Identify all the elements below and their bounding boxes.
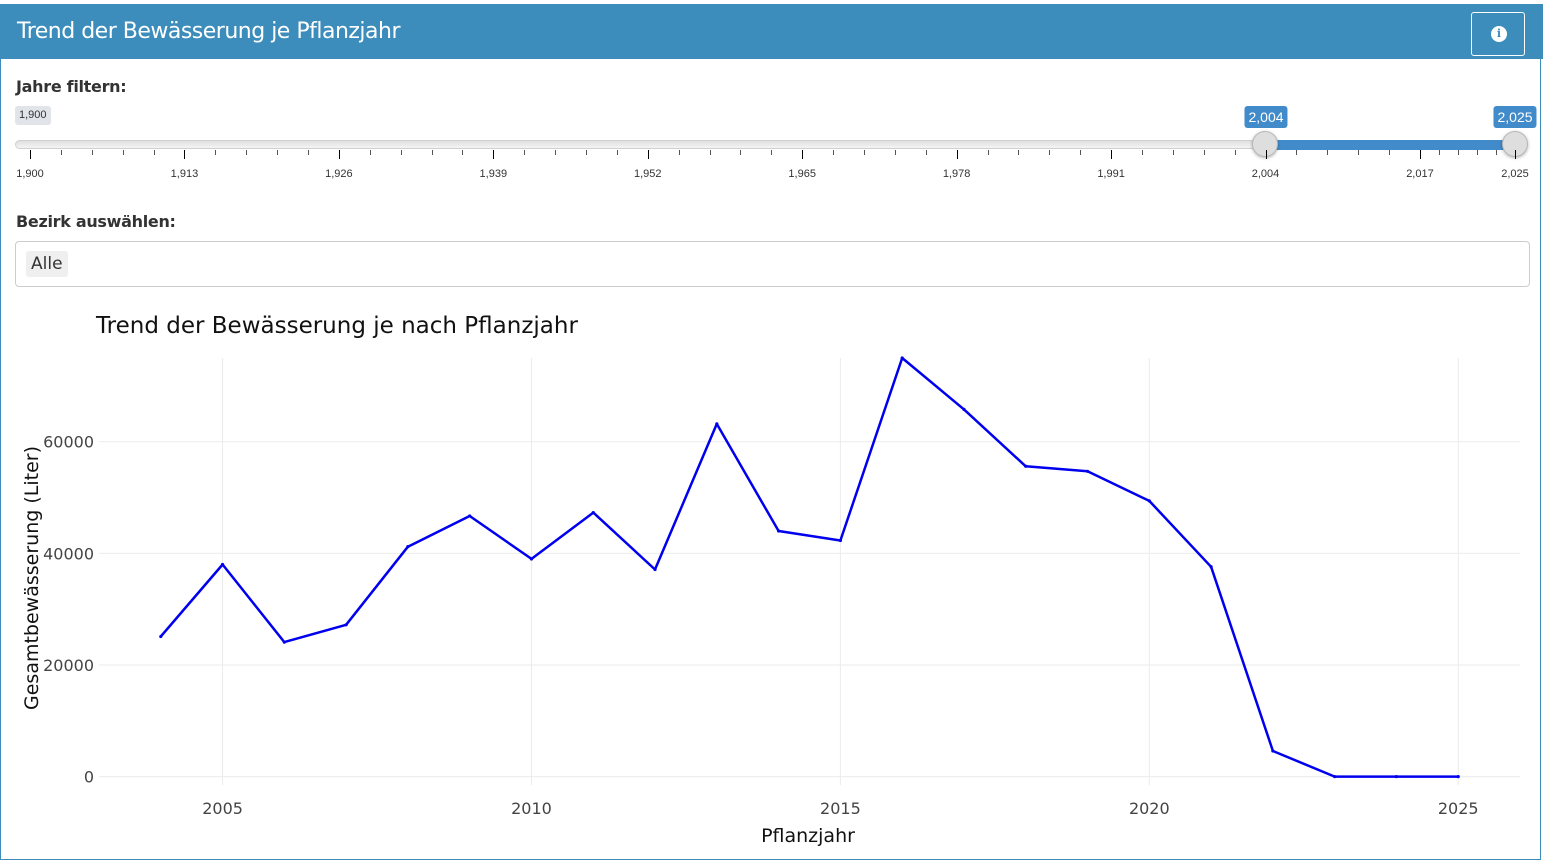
slider-selected-range[interactable] [1266, 140, 1515, 150]
slider-minor-tick [307, 150, 309, 155]
slider-minor-tick [894, 150, 896, 155]
slider-minor-tick [91, 150, 93, 155]
slider-minor-tick [585, 150, 587, 155]
slider-minor-tick [1018, 150, 1020, 155]
slider-grid-label: 1,900 [16, 168, 44, 180]
slider-grid-label: 1,913 [170, 168, 199, 180]
slider-handle-from[interactable] [1252, 131, 1278, 157]
slider-minor-tick [1172, 150, 1174, 155]
slider-minor-tick [1457, 150, 1459, 155]
district-select[interactable]: Alle [15, 241, 1530, 287]
box-header: Trend der Bewässerung je Pflanzjahr i [1, 4, 1543, 59]
years-filter-label: Jahre filtern: [16, 77, 127, 96]
slider-minor-tick [555, 150, 557, 155]
slider-grid-label: 1,939 [479, 168, 508, 180]
slider-minor-tick [833, 150, 835, 155]
slider-minor-tick [1080, 150, 1082, 155]
slider-minor-tick [709, 150, 711, 155]
slider-grid-label: 1,978 [942, 168, 971, 180]
slider-grid-label: 2,004 [1251, 168, 1280, 180]
slider-grid-tick [1419, 150, 1421, 159]
info-button[interactable]: i [1471, 12, 1525, 56]
slider-minor-tick [1203, 150, 1205, 155]
slider-from-badge: 2,004 [1244, 106, 1288, 128]
slider-minor-tick [1358, 150, 1360, 155]
slider-minor-tick [987, 150, 989, 155]
slider-minor-tick [524, 150, 526, 155]
slider-minor-tick [1495, 150, 1497, 155]
slider-minor-tick [1389, 150, 1391, 155]
slider-minor-tick [246, 150, 248, 155]
page-title: Trend der Bewässerung je Pflanzjahr [17, 19, 401, 44]
info-icon: i [1491, 26, 1507, 42]
slider-grid-label: 2,017 [1406, 168, 1434, 180]
slider-minor-tick [863, 150, 865, 155]
slider-minor-tick [925, 150, 927, 155]
district-select-label: Bezirk auswählen: [16, 212, 176, 231]
slider-minor-tick [616, 150, 618, 155]
slider-grid-tick [338, 150, 340, 159]
slider-grid-tick [30, 150, 31, 159]
slider-minor-tick [277, 150, 279, 155]
slider-minor-tick [1438, 150, 1440, 155]
slider-grid-tick [1515, 150, 1516, 159]
slider-minor-tick [431, 150, 433, 155]
slider-grid-label: 1,991 [1097, 168, 1125, 180]
slider-grid-label: 1,926 [325, 168, 353, 180]
year-range-slider[interactable]: 1,900 2,004 2,025 1,900 1,913 1,926 1,939 1,… [0, 0, 1543, 200]
slider-minor-tick [740, 150, 742, 155]
slider-minor-tick [215, 150, 217, 155]
slider-grid-label: 1,952 [633, 168, 662, 180]
slider-grid-tick [802, 150, 804, 159]
slider-minor-tick [1141, 150, 1143, 155]
slider-grid-tick [956, 150, 958, 159]
slider-minor-tick [1296, 150, 1298, 155]
slider-minor-tick [678, 150, 680, 155]
slider-minor-tick [369, 150, 371, 155]
slider-minor-tick [1049, 150, 1051, 155]
slider-grid-label: 2,025 [1501, 168, 1529, 180]
slider-minor-tick [1327, 150, 1329, 155]
slider-minor-tick [400, 150, 402, 155]
slider-grid-tick [647, 150, 649, 159]
slider-to-badge: 2,025 [1493, 106, 1537, 128]
slider-minor-tick [60, 150, 62, 155]
slider-grid-tick [493, 150, 495, 159]
slider-grid-tick [1265, 150, 1267, 159]
slider-minor-tick [1476, 150, 1478, 155]
slider-grid-tick [184, 150, 186, 159]
slider-minor-tick [1234, 150, 1236, 155]
slider-minor-tick [771, 150, 773, 155]
slider-grid-label: 1,965 [788, 168, 816, 180]
slider-minor-tick [462, 150, 464, 155]
slider-minor-tick [153, 150, 155, 155]
slider-grid-tick [1111, 150, 1113, 159]
slider-min-badge: 1,900 [15, 106, 51, 125]
slider-minor-tick [122, 150, 124, 155]
district-selected-item[interactable]: Alle [26, 251, 68, 277]
